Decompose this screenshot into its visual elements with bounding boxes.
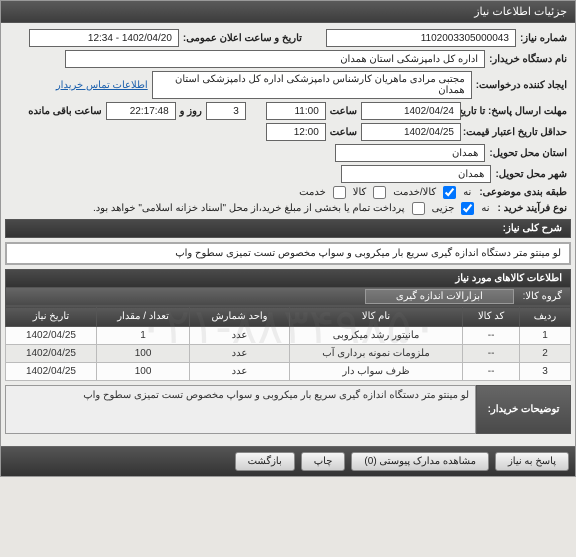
items-header: اطلاعات کالاهای مورد نیاز	[5, 269, 571, 288]
buyer-org-label: نام دستگاه خریدار:	[485, 54, 571, 65]
table-cell: مانیتور رشد میکروبی	[289, 327, 463, 345]
buy-type-label: نوع فرآیند خرید :	[494, 203, 571, 214]
cat-service: کالا/خدمت	[389, 187, 440, 198]
cat-service-chk[interactable]	[443, 186, 456, 199]
table-cell: 1402/04/25	[6, 327, 97, 345]
desc-header: شرح کلی نیاز:	[5, 219, 571, 238]
table-cell: --	[463, 345, 520, 363]
validity-time: 12:00	[266, 123, 326, 141]
validity-label: حداقل تاریخ اعتبار قیمت: تا تاریخ:	[461, 127, 571, 138]
table-row: 3--ظرف سواب دارعدد1001402/04/25	[6, 363, 571, 381]
table-cell: --	[463, 327, 520, 345]
countdown: 22:17:48	[106, 102, 176, 120]
requester-label: ایجاد کننده درخواست:	[472, 80, 571, 91]
province-label: استان محل تحویل:	[485, 148, 571, 159]
table-header: تعداد / مقدار	[96, 307, 189, 327]
time-label-1: ساعت	[326, 106, 361, 117]
table-cell: عدد	[190, 327, 290, 345]
city-label: شهر محل تحویل:	[491, 169, 571, 180]
table-cell: عدد	[190, 363, 290, 381]
province-value: همدان	[335, 144, 485, 162]
cat-no: نه	[459, 187, 475, 198]
remain-label: ساعت باقی مانده	[24, 106, 105, 117]
deadline-date: 1402/04/24	[361, 102, 461, 120]
cat-srv: خدمت	[295, 187, 330, 198]
table-cell: 2	[519, 345, 570, 363]
buy-type-no: نه	[477, 203, 493, 214]
table-cell: 100	[96, 345, 189, 363]
table-cell: 1	[519, 327, 570, 345]
table-cell: 1402/04/25	[6, 345, 97, 363]
desc-text: لو مینتو متر دستگاه اندازه گیری سریع بار…	[5, 242, 571, 265]
table-cell: 100	[96, 363, 189, 381]
validity-date: 1402/04/25	[361, 123, 461, 141]
days-value: 3	[206, 102, 246, 120]
cat-srv-chk[interactable]	[333, 186, 346, 199]
table-cell: ظرف سواب دار	[289, 363, 463, 381]
print-button[interactable]: چاپ	[301, 452, 346, 471]
notes-label: توضیحات خریدار:	[476, 385, 571, 434]
items-group-value: ابزارالات اندازه گیری	[365, 289, 514, 304]
table-cell: 1402/04/25	[6, 363, 97, 381]
buy-type-partial: جزیی	[428, 203, 459, 214]
requester-value: مجتبی مرادی ماهریان کارشناس دامپزشکی ادا…	[152, 71, 472, 99]
table-header: ردیف	[519, 307, 570, 327]
table-cell: ملزومات نمونه برداری آب	[289, 345, 463, 363]
cat-goods: کالا	[349, 187, 371, 198]
time-label-2: ساعت	[326, 127, 361, 138]
table-cell: 3	[519, 363, 570, 381]
cat-goods-chk[interactable]	[373, 186, 386, 199]
table-cell: --	[463, 363, 520, 381]
back-button[interactable]: بازگشت	[235, 452, 295, 471]
panel-title: جزئیات اطلاعات نیاز	[1, 1, 575, 23]
attachments-button[interactable]: مشاهده مدارک پیوستی (0)	[351, 452, 489, 471]
table-header: واحد شمارش	[190, 307, 290, 327]
items-table: ردیفکد کالانام کالاواحد شمارشتعداد / مقد…	[5, 306, 571, 381]
announce-value: 1402/04/20 - 12:34	[29, 29, 179, 47]
details-panel: جزئیات اطلاعات نیاز شماره نیاز: 11020033…	[0, 0, 576, 477]
buy-type-note-chk[interactable]	[412, 202, 425, 215]
respond-button[interactable]: پاسخ به نیاز	[495, 452, 569, 471]
table-cell: 1	[96, 327, 189, 345]
buy-type-note: پرداخت تمام یا بخشی از مبلغ خرید،از محل …	[89, 203, 409, 214]
items-group: گروه کالا: ابزارالات اندازه گیری	[5, 288, 571, 306]
days-label: روز و	[176, 106, 206, 117]
need-no-value: 1102003305000043	[326, 29, 516, 47]
deadline-time: 11:00	[266, 102, 326, 120]
need-no-label: شماره نیاز:	[516, 33, 571, 44]
table-header: نام کالا	[289, 307, 463, 327]
category-label: طبقه بندی موضوعی:	[475, 187, 571, 198]
city-value: همدان	[341, 165, 491, 183]
buyer-org-value: اداره کل دامپزشکی استان همدان	[65, 50, 485, 68]
table-row: 2--ملزومات نمونه برداری آبعدد1001402/04/…	[6, 345, 571, 363]
form-area: شماره نیاز: 1102003305000043 تاریخ و ساع…	[1, 23, 575, 440]
contact-link[interactable]: اطلاعات تماس خریدار	[56, 80, 152, 91]
table-header: کد کالا	[463, 307, 520, 327]
table-header: تاریخ نیاز	[6, 307, 97, 327]
deadline-label: مهلت ارسال پاسخ: تا تاریخ:	[461, 106, 571, 117]
table-cell: عدد	[190, 345, 290, 363]
items-group-label: گروه کالا:	[523, 291, 562, 302]
button-bar: پاسخ به نیاز مشاهده مدارک پیوستی (0) چاپ…	[1, 446, 575, 476]
buy-type-partial-chk[interactable]	[461, 202, 474, 215]
table-row: 1--مانیتور رشد میکروبیعدد11402/04/25	[6, 327, 571, 345]
announce-label: تاریخ و ساعت اعلان عمومی:	[179, 33, 306, 44]
notes-text: لو مینتو متر دستگاه اندازه گیری سریع بار…	[5, 385, 476, 434]
